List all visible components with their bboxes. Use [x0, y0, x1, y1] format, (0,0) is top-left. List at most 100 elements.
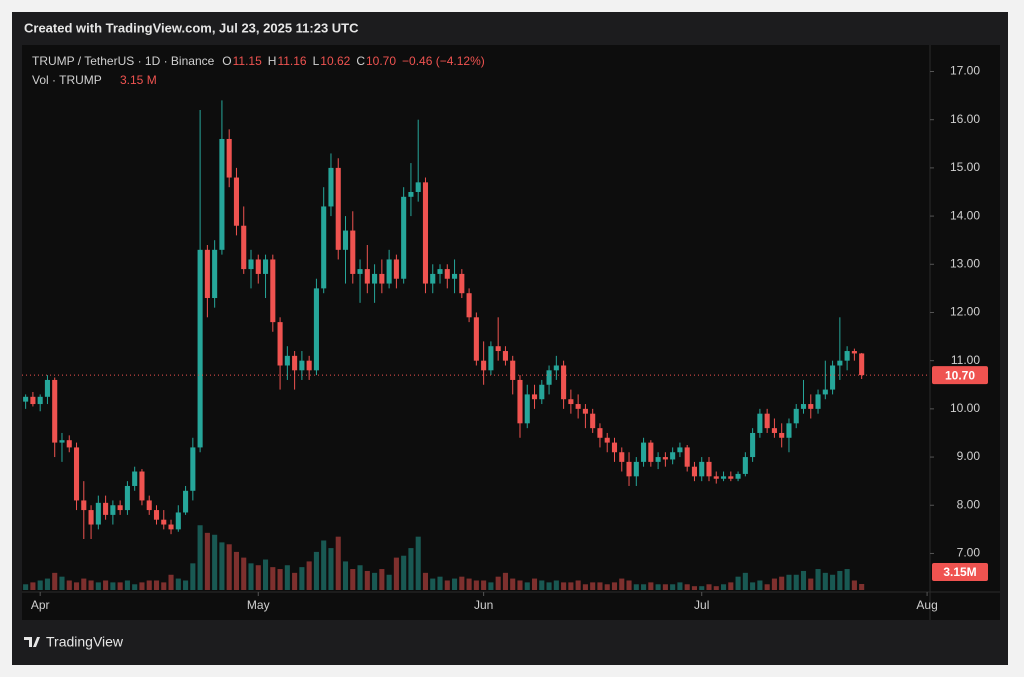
candle-body: [641, 442, 647, 462]
volume-bar: [335, 536, 341, 590]
y-tick-label: 11.00: [951, 353, 980, 367]
candle-body: [146, 500, 152, 511]
candle-body: [95, 502, 101, 525]
last-price-label: 10.70: [945, 368, 975, 382]
volume-bar: [393, 557, 399, 590]
candle-body: [786, 423, 792, 438]
volume-bar: [851, 580, 857, 590]
candle-body: [124, 485, 130, 511]
volume-bar: [546, 582, 552, 590]
volume-bar: [284, 565, 290, 590]
volume-bar: [168, 574, 174, 590]
volume-bar: [372, 572, 378, 590]
volume-bar: [510, 578, 516, 590]
volume-bar: [103, 580, 109, 590]
candle-body: [575, 404, 581, 409]
volume-bar: [706, 584, 712, 590]
candle-body: [219, 138, 225, 250]
last-volume-label: 3.15M: [943, 565, 976, 579]
volume-bar: [481, 580, 487, 590]
volume-bar: [713, 586, 719, 590]
volume-bar: [44, 578, 50, 590]
candle-body: [175, 512, 181, 530]
volume-bar: [342, 561, 349, 590]
volume-bar: [306, 561, 312, 590]
volume-bar: [183, 580, 189, 590]
candle-body: [582, 408, 588, 414]
candle-body: [248, 259, 254, 270]
candle-body: [844, 351, 850, 361]
candle-body: [393, 259, 399, 279]
candle-body: [161, 519, 167, 525]
x-tick-label: Apr: [31, 598, 50, 612]
candle-body: [183, 490, 189, 513]
volume-bar: [292, 572, 298, 590]
candle-body: [699, 461, 705, 477]
candle-body: [742, 457, 748, 474]
volume-bar: [52, 572, 58, 590]
volume-bar: [350, 569, 356, 590]
volume-bar: [37, 580, 43, 590]
volume-bar: [386, 574, 392, 590]
volume-bar: [517, 580, 523, 590]
legend-key: H: [268, 54, 277, 68]
volume-bar: [357, 565, 363, 590]
volume-bar: [328, 548, 334, 590]
x-tick-label: Jun: [474, 598, 493, 612]
volume-bar: [459, 576, 465, 590]
candle-body: [510, 360, 516, 380]
volume-bar: [502, 572, 508, 590]
y-tick-label: 17.00: [950, 64, 980, 78]
logo-icon: [24, 637, 40, 647]
candle-body: [153, 510, 160, 520]
candle-body: [771, 428, 777, 433]
y-tick-label: 8.00: [957, 497, 981, 511]
candle-body: [670, 452, 676, 460]
legend-key: L: [313, 54, 320, 68]
legend-key: C: [356, 54, 365, 68]
volume-bar: [757, 580, 763, 590]
volume-bar: [677, 582, 683, 590]
candle-body: [110, 505, 116, 515]
volume-bar: [771, 578, 777, 590]
candle-body: [851, 351, 857, 354]
candle-body: [713, 476, 719, 479]
candle-body: [546, 370, 552, 385]
candle-body: [626, 461, 632, 477]
volume-bar: [662, 584, 668, 590]
volume-bar: [190, 563, 196, 590]
candle-body: [292, 355, 298, 371]
candle-body: [59, 440, 65, 443]
volume-bar: [655, 584, 661, 590]
volume-bar: [226, 544, 232, 590]
candle-body: [481, 360, 487, 371]
candle-body: [168, 524, 174, 530]
candle-body: [473, 317, 479, 361]
candle-body: [859, 353, 865, 376]
volume-bar: [844, 569, 850, 590]
volume-bar: [248, 563, 254, 590]
volume-bar: [728, 582, 734, 590]
volume-bar: [23, 584, 29, 590]
candle-body: [328, 167, 334, 207]
volume-title: Vol · TRUMP: [32, 73, 102, 87]
x-tick-label: May: [247, 598, 270, 612]
candle-body: [837, 360, 843, 366]
candle-body: [66, 440, 72, 448]
volume-bar: [204, 532, 210, 590]
volume-bar: [197, 525, 203, 590]
candle-body: [284, 355, 290, 366]
volume-bar: [648, 582, 654, 590]
candle-body: [321, 206, 327, 289]
candle-body: [379, 273, 385, 284]
legend-key: O: [222, 54, 231, 68]
volume-bar: [822, 572, 828, 590]
candle-body: [408, 191, 414, 197]
volume-bar: [531, 578, 538, 590]
volume-bar: [270, 567, 276, 590]
candle-body: [226, 138, 232, 178]
volume-bar: [619, 578, 625, 590]
volume-bar: [684, 584, 690, 590]
candle-body: [452, 273, 458, 279]
candle-body: [364, 269, 370, 284]
